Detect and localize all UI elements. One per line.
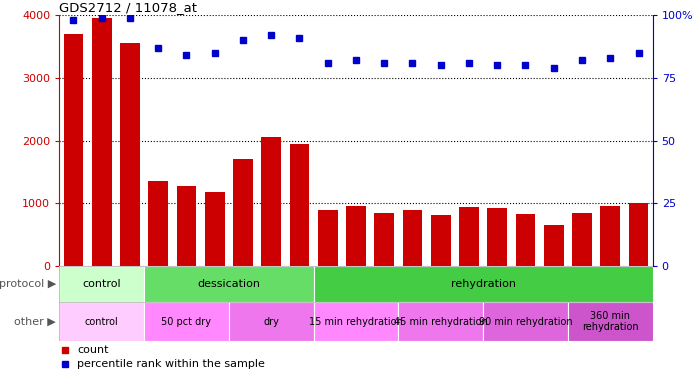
Text: percentile rank within the sample: percentile rank within the sample: [77, 359, 265, 369]
Bar: [568, 302, 653, 341]
Bar: [144, 266, 313, 302]
Bar: [233, 159, 253, 266]
Text: control: control: [82, 279, 121, 289]
Text: 15 min rehydration: 15 min rehydration: [309, 316, 403, 327]
Bar: [229, 302, 313, 341]
Text: 50 pct dry: 50 pct dry: [161, 316, 211, 327]
Bar: [59, 302, 144, 341]
Bar: [487, 209, 507, 266]
Bar: [177, 186, 196, 266]
Bar: [572, 213, 592, 266]
Bar: [313, 266, 653, 302]
Text: GDS2712 / 11078_at: GDS2712 / 11078_at: [59, 1, 198, 14]
Bar: [374, 213, 394, 266]
Bar: [205, 192, 225, 266]
Bar: [59, 266, 144, 302]
Text: 45 min rehydration: 45 min rehydration: [394, 316, 488, 327]
Text: dessication: dessication: [198, 279, 260, 289]
Bar: [64, 34, 83, 266]
Bar: [629, 203, 648, 266]
Text: dry: dry: [263, 316, 279, 327]
Bar: [600, 206, 620, 266]
Bar: [318, 210, 338, 266]
Bar: [313, 302, 399, 341]
Bar: [148, 182, 168, 266]
Bar: [144, 302, 229, 341]
Bar: [516, 214, 535, 266]
Bar: [403, 210, 422, 266]
Bar: [92, 18, 112, 266]
Bar: [459, 207, 479, 266]
Bar: [261, 138, 281, 266]
Bar: [431, 215, 451, 266]
Bar: [290, 144, 309, 266]
Bar: [399, 302, 483, 341]
Bar: [483, 302, 568, 341]
Bar: [346, 206, 366, 266]
Text: rehydration: rehydration: [451, 279, 516, 289]
Text: 360 min
rehydration: 360 min rehydration: [582, 311, 639, 332]
Bar: [544, 225, 563, 266]
Bar: [120, 43, 140, 266]
Text: protocol ▶: protocol ▶: [0, 279, 56, 289]
Text: count: count: [77, 345, 109, 355]
Text: other ▶: other ▶: [14, 316, 56, 327]
Text: 90 min rehydration: 90 min rehydration: [479, 316, 572, 327]
Text: control: control: [85, 316, 119, 327]
